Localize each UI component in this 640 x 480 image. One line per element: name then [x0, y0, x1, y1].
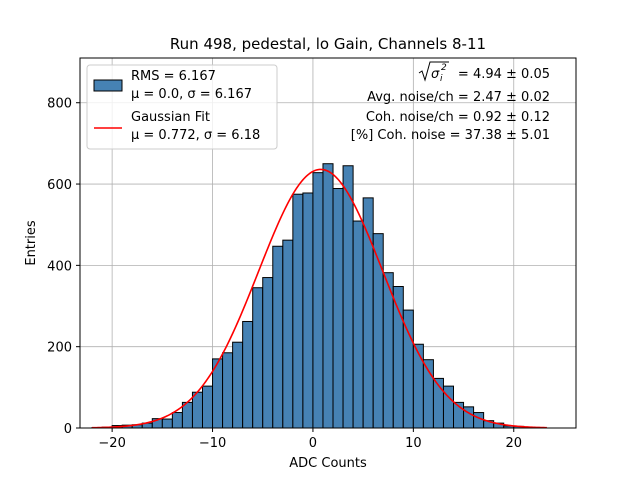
histogram-bar [382, 272, 394, 429]
histogram-bar [342, 165, 354, 429]
x-tick-label: 10 [405, 436, 422, 451]
histogram-bar [232, 341, 244, 429]
sqrt-sigma-formula: σ 2 i = 4.94 ± 0.05 [418, 61, 550, 84]
x-tick-label: 20 [505, 436, 522, 451]
x-tick-label: −10 [199, 436, 226, 451]
histogram-bar [191, 391, 203, 429]
histogram-bar [201, 385, 214, 429]
legend-label-fit-stats: μ = 0.772, σ = 6.18 [131, 128, 260, 143]
y-tick-label: 400 [47, 259, 72, 274]
legend-label-rms: RMS = 6.167 [131, 69, 216, 84]
x-tick-label: 0 [309, 436, 317, 451]
radical-sign-icon [418, 61, 449, 82]
x-tick-label: −20 [98, 436, 125, 451]
legend: RMS = 6.167 μ = 0.0, σ = 6.167 Gaussian … [86, 64, 278, 150]
x-axis-label: ADC Counts [289, 456, 367, 471]
y-axis-label: Entries [24, 220, 39, 266]
y-tick-label: 0 [64, 422, 72, 437]
histogram-bar [332, 188, 344, 429]
y-tick-label: 800 [47, 97, 72, 112]
y-axis-ticks: 0 200 400 600 800 [47, 97, 80, 437]
histogram-bar [292, 193, 304, 429]
x-axis-ticks: −20 −10 0 10 20 [98, 428, 522, 451]
histogram-bar [372, 233, 384, 429]
histogram-bars [91, 163, 545, 429]
histogram-bar [312, 172, 324, 429]
chart-title: Run 498, pedestal, lo Gain, Channels 8-1… [170, 35, 486, 53]
histogram-bar [242, 320, 254, 429]
coh-noise-annotation: Coh. noise/ch = 0.92 ± 0.12 [366, 110, 550, 125]
legend-patch-histogram [93, 79, 123, 92]
sigma-subscript: i [440, 74, 443, 84]
gaussian-fit-curve [92, 168, 547, 429]
axes-frame [79, 57, 577, 429]
histogram-bar [412, 343, 424, 429]
legend-label-rms-stats: μ = 0.0, σ = 6.167 [131, 87, 252, 102]
coh-noise-pct-annotation: [%] Coh. noise = 37.38 ± 5.01 [351, 128, 550, 143]
y-tick-label: 600 [47, 178, 72, 193]
y-tick-label: 200 [47, 341, 72, 356]
sigma-symbol: σ [431, 67, 440, 82]
legend-box [86, 64, 278, 150]
histogram-bar [473, 412, 485, 429]
histogram-bar [322, 163, 334, 429]
histogram-bar [352, 220, 364, 429]
histogram-bar [402, 309, 414, 429]
sqrt-sigma-value: = 4.94 ± 0.05 [458, 67, 550, 82]
histogram-bar [262, 277, 274, 429]
avg-noise-annotation: Avg. noise/ch = 2.47 ± 0.02 [367, 90, 550, 105]
histogram-bar [252, 287, 264, 429]
histogram-bar [282, 239, 294, 429]
histogram-bar [302, 192, 314, 429]
legend-label-fit: Gaussian Fit [131, 110, 210, 125]
histogram-bar [171, 412, 183, 429]
sigma-superscript: 2 [441, 63, 447, 73]
histogram-bar [161, 418, 173, 429]
noise-annotations: σ 2 i = 4.94 ± 0.05 Avg. noise/ch = 2.47… [351, 61, 550, 143]
histogram-bar [222, 352, 234, 429]
histogram-bar [362, 197, 374, 429]
histogram-bar [272, 245, 284, 429]
